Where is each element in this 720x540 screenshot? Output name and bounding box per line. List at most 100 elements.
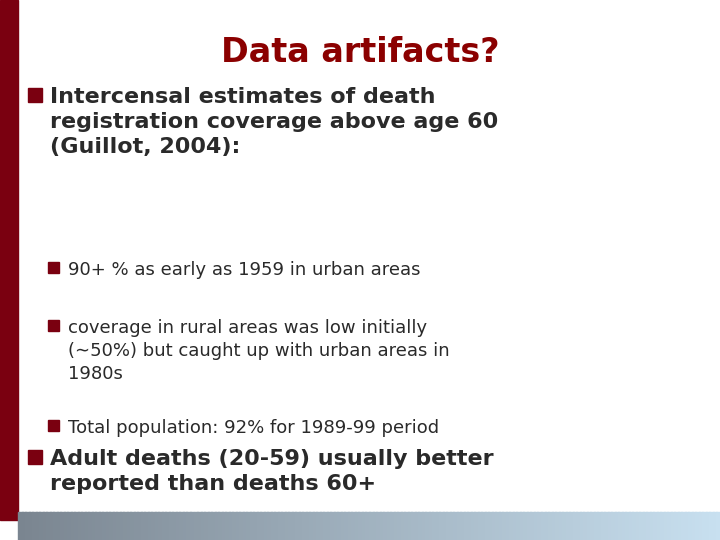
Bar xyxy=(369,512,374,540)
Bar xyxy=(169,512,174,540)
Bar xyxy=(18,512,22,540)
Bar xyxy=(649,512,654,540)
Bar xyxy=(555,512,559,540)
Bar xyxy=(379,512,384,540)
Bar xyxy=(488,512,493,540)
Bar xyxy=(583,512,588,540)
Bar xyxy=(593,512,598,540)
Bar xyxy=(158,512,163,540)
Bar xyxy=(531,512,535,540)
Bar xyxy=(397,512,402,540)
Bar xyxy=(523,512,528,540)
Bar xyxy=(678,512,683,540)
Bar xyxy=(28,88,42,102)
Bar xyxy=(411,512,415,540)
Bar xyxy=(629,512,634,540)
Bar xyxy=(78,512,82,540)
Bar xyxy=(260,512,265,540)
Bar xyxy=(390,512,395,540)
Bar xyxy=(71,512,75,540)
Bar xyxy=(288,512,293,540)
Bar xyxy=(450,512,454,540)
Bar xyxy=(688,512,693,540)
Bar xyxy=(190,512,194,540)
Bar xyxy=(48,262,59,273)
Bar xyxy=(239,512,243,540)
Bar xyxy=(618,512,623,540)
Bar xyxy=(117,512,121,540)
Bar xyxy=(499,512,503,540)
Bar xyxy=(516,512,521,540)
Bar xyxy=(148,512,153,540)
Bar xyxy=(22,512,26,540)
Bar xyxy=(246,512,251,540)
Bar xyxy=(566,512,570,540)
Bar xyxy=(225,512,230,540)
Bar xyxy=(709,512,714,540)
Bar xyxy=(85,512,89,540)
Bar xyxy=(57,512,61,540)
Bar xyxy=(495,512,500,540)
Bar xyxy=(200,512,205,540)
Bar xyxy=(256,512,261,540)
Bar xyxy=(534,512,539,540)
Bar xyxy=(232,512,237,540)
Bar xyxy=(316,512,321,540)
Bar xyxy=(703,512,707,540)
Bar xyxy=(310,512,314,540)
Bar xyxy=(141,512,145,540)
Text: 90+ % as early as 1959 in urban areas: 90+ % as early as 1959 in urban areas xyxy=(68,261,420,279)
Bar xyxy=(394,512,398,540)
Bar xyxy=(102,512,107,540)
Bar xyxy=(675,512,679,540)
Bar xyxy=(404,512,409,540)
Bar xyxy=(383,512,387,540)
Bar xyxy=(418,512,423,540)
Bar xyxy=(312,512,318,540)
Bar xyxy=(559,512,563,540)
Bar xyxy=(32,512,37,540)
Bar xyxy=(580,512,584,540)
Bar xyxy=(67,512,72,540)
Bar xyxy=(341,512,346,540)
Bar xyxy=(183,512,187,540)
Bar xyxy=(664,512,668,540)
Bar xyxy=(285,512,289,540)
Bar xyxy=(569,512,574,540)
Bar xyxy=(387,512,391,540)
Bar xyxy=(608,512,612,540)
Bar xyxy=(446,512,451,540)
Bar xyxy=(667,512,672,540)
Bar xyxy=(323,512,328,540)
Bar xyxy=(91,512,96,540)
Bar xyxy=(99,512,103,540)
Bar xyxy=(282,512,286,540)
Bar xyxy=(235,512,240,540)
Bar xyxy=(653,512,658,540)
Bar xyxy=(299,512,303,540)
Bar xyxy=(706,512,711,540)
Bar xyxy=(344,512,349,540)
Bar xyxy=(636,512,640,540)
Bar xyxy=(544,512,549,540)
Bar xyxy=(29,512,33,540)
Bar xyxy=(428,512,433,540)
Bar xyxy=(106,512,110,540)
Bar xyxy=(320,512,325,540)
Bar xyxy=(271,512,275,540)
Bar xyxy=(215,512,219,540)
Bar xyxy=(207,512,212,540)
Bar xyxy=(590,512,595,540)
Bar xyxy=(562,512,567,540)
Bar xyxy=(415,512,419,540)
Bar xyxy=(355,512,359,540)
Bar xyxy=(671,512,675,540)
Bar xyxy=(60,512,65,540)
Bar xyxy=(681,512,686,540)
Bar xyxy=(204,512,209,540)
Bar xyxy=(334,512,338,540)
Bar xyxy=(576,512,580,540)
Bar xyxy=(376,512,381,540)
Bar xyxy=(692,512,696,540)
Bar xyxy=(166,512,170,540)
